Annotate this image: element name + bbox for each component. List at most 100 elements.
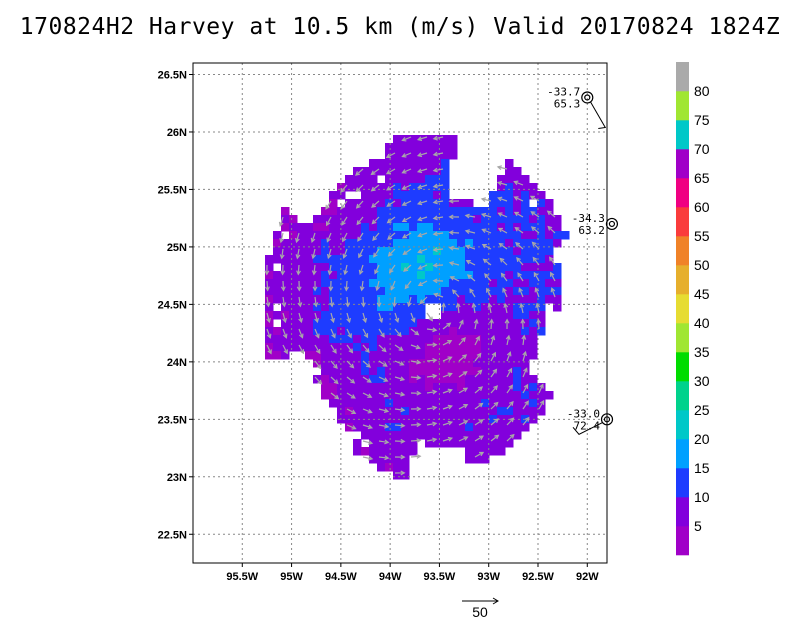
- wind-speed-cell: [537, 311, 546, 320]
- colorbar-label: 45: [694, 286, 710, 302]
- wind-speed-cell: [553, 223, 562, 232]
- wind-vector: [458, 337, 466, 346]
- wind-speed-cell: [321, 383, 330, 392]
- wind-vector-head: [530, 211, 536, 216]
- wind-vector: [532, 241, 540, 250]
- wind-speed-cell: [305, 343, 314, 352]
- wind-speed-cell: [505, 319, 514, 328]
- wind-speed-cell: [521, 359, 530, 368]
- wind-speed-cell: [417, 223, 426, 232]
- wind-speed-cell: [281, 319, 290, 328]
- wind-speed-cell: [457, 311, 466, 320]
- wind-vector: [433, 168, 444, 172]
- wind-speed-cell: [409, 287, 418, 296]
- wind-vector: [330, 328, 336, 338]
- wind-speed-cell: [425, 439, 434, 448]
- wind-speed-cell: [465, 199, 474, 208]
- wind-speed-cell: [329, 191, 338, 200]
- wind-speed-cell: [313, 231, 322, 240]
- wind-vector-head: [416, 454, 422, 459]
- wind-vector: [346, 344, 353, 353]
- wind-vector: [410, 360, 421, 364]
- wind-speed-cell: [497, 287, 506, 296]
- wind-speed-cell: [401, 159, 410, 168]
- wind-speed-cell: [353, 375, 362, 384]
- wind-speed-field: [265, 135, 570, 480]
- wind-speed-cell: [433, 359, 442, 368]
- wind-speed-cell: [441, 159, 450, 168]
- wind-speed-cell: [409, 295, 418, 304]
- wind-speed-cell: [497, 191, 506, 200]
- wind-speed-cell: [481, 287, 490, 296]
- wind-speed-cell: [409, 279, 418, 288]
- wind-speed-cell: [353, 407, 362, 416]
- wind-vector: [328, 264, 332, 275]
- wind-speed-cell: [329, 311, 338, 320]
- wind-vector: [433, 248, 444, 251]
- wind-speed-cell: [401, 455, 410, 464]
- wind-vector-head: [415, 344, 421, 350]
- wind-speed-cell: [345, 351, 354, 360]
- wind-vector-head: [383, 377, 389, 382]
- wind-vector-head: [341, 220, 346, 226]
- wind-speed-cell: [361, 295, 370, 304]
- wind-vector: [355, 184, 364, 192]
- wind-vector: [506, 385, 513, 394]
- wind-speed-cell: [521, 231, 530, 240]
- wind-speed-cell: [369, 231, 378, 240]
- wind-vector: [378, 392, 388, 397]
- x-tick-label: 95.5W: [226, 571, 258, 583]
- wind-speed-cell: [449, 431, 458, 440]
- wind-speed-cell: [537, 287, 546, 296]
- wind-speed-cell: [353, 383, 362, 392]
- wind-speed-cell: [417, 295, 426, 304]
- wind-speed-cell: [497, 439, 506, 448]
- wind-vector: [282, 344, 288, 354]
- wind-vector: [506, 335, 510, 346]
- wind-speed-cell: [497, 351, 506, 360]
- wind-speed-cell: [513, 319, 522, 328]
- wind-speed-cell: [401, 279, 410, 288]
- wind-speed-cell: [441, 279, 450, 288]
- wind-speed-cell: [465, 223, 474, 232]
- wind-speed-cell: [401, 255, 410, 264]
- wind-speed-cell: [409, 175, 418, 184]
- wind-speed-cell: [417, 359, 426, 368]
- wind-vector-head: [370, 186, 376, 192]
- wind-vector-head: [392, 302, 397, 308]
- wind-vector: [403, 248, 412, 255]
- wind-speed-cell: [273, 327, 282, 336]
- wind-speed-cell: [337, 263, 346, 272]
- wind-vector-head: [316, 364, 322, 370]
- wind-speed-cell: [305, 295, 314, 304]
- wind-speed-cell: [505, 311, 514, 320]
- wind-speed-cell: [393, 159, 402, 168]
- wind-vector: [433, 136, 444, 140]
- wind-vector-head: [432, 183, 438, 189]
- wind-vector: [330, 312, 335, 323]
- wind-speed-cell: [433, 343, 442, 352]
- wind-speed-cell: [449, 439, 458, 448]
- wind-speed-cell: [393, 367, 402, 376]
- wind-speed-cell: [273, 231, 282, 240]
- wind-vector: [458, 387, 468, 394]
- wind-speed-cell: [305, 303, 314, 312]
- wind-vector-head: [373, 252, 378, 258]
- colorbar-swatch: [676, 381, 689, 411]
- colorbar-swatch: [676, 468, 689, 498]
- wind-vector: [499, 258, 508, 266]
- wind-speed-cell: [537, 399, 546, 408]
- wind-speed-cell: [337, 207, 346, 216]
- wind-speed-cell: [465, 455, 474, 464]
- wind-speed-cell: [425, 263, 434, 272]
- wind-vector: [504, 303, 508, 314]
- wind-vector: [327, 248, 332, 259]
- wind-vector-head: [267, 349, 272, 355]
- wind-vector-head: [388, 268, 394, 274]
- wind-speed-cell: [369, 255, 378, 264]
- wind-speed-cell: [393, 207, 402, 216]
- wind-speed-cell: [465, 319, 474, 328]
- wind-speed-cell: [497, 231, 506, 240]
- colorbar-label: 65: [694, 170, 710, 186]
- wind-speed-cell: [401, 303, 410, 312]
